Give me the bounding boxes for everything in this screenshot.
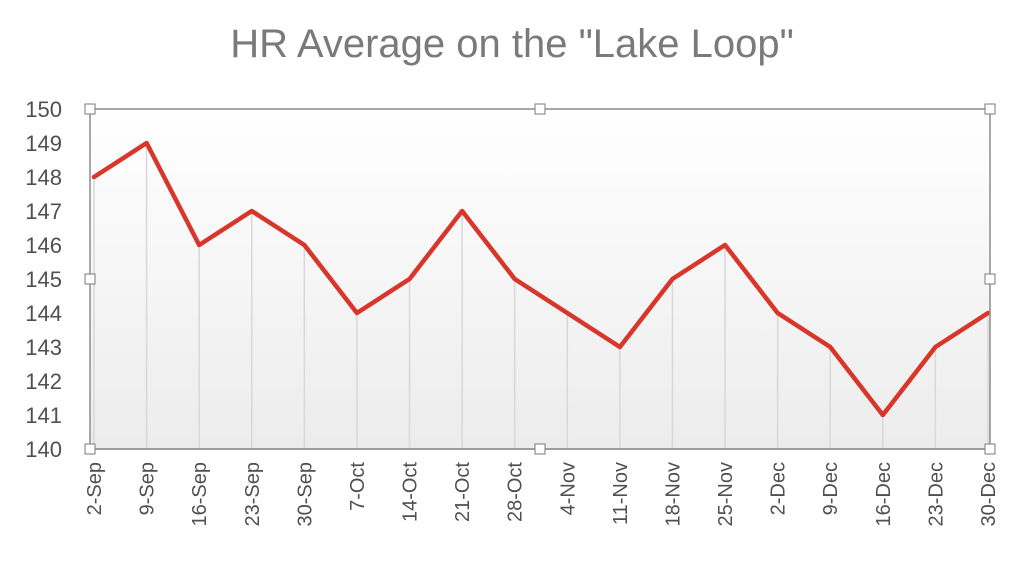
y-tick-label: 143 bbox=[25, 335, 62, 360]
data-point bbox=[882, 414, 884, 416]
data-point bbox=[461, 210, 463, 212]
resize-handle[interactable] bbox=[534, 103, 546, 115]
x-tick-label: 11-Nov bbox=[610, 462, 632, 525]
chart-title: HR Average on the "Lake Loop" bbox=[230, 22, 794, 66]
resize-handle[interactable] bbox=[984, 443, 996, 455]
data-point bbox=[566, 312, 568, 314]
resize-handle[interactable] bbox=[534, 443, 546, 455]
data-point bbox=[409, 278, 411, 280]
data-point bbox=[303, 244, 305, 246]
y-tick-label: 150 bbox=[25, 97, 62, 122]
y-tick-label: 149 bbox=[25, 131, 62, 156]
y-tick-label: 148 bbox=[25, 165, 62, 190]
data-point bbox=[829, 346, 831, 348]
resize-handle[interactable] bbox=[84, 103, 96, 115]
y-tick-label: 147 bbox=[25, 199, 62, 224]
series-line bbox=[91, 140, 991, 418]
y-tick-label: 141 bbox=[25, 403, 62, 428]
data-point bbox=[251, 210, 253, 212]
data-point bbox=[724, 244, 726, 246]
x-tick-label: 21-Oct bbox=[452, 462, 474, 522]
y-tick-label: 146 bbox=[25, 233, 62, 258]
x-tick-label: 23-Dec bbox=[925, 462, 947, 526]
x-tick-label: 28-Oct bbox=[505, 462, 527, 522]
x-tick-label: 4-Nov bbox=[557, 462, 579, 515]
x-tick-label: 18-Nov bbox=[662, 462, 684, 526]
y-tick-label: 140 bbox=[25, 437, 62, 462]
x-tick-label: 23-Sep bbox=[242, 462, 264, 527]
data-point bbox=[198, 244, 200, 246]
data-point bbox=[619, 346, 621, 348]
x-tick-label: 2-Sep bbox=[84, 462, 106, 515]
x-tick-label: 14-Oct bbox=[400, 462, 422, 522]
resize-handle[interactable] bbox=[984, 273, 996, 285]
data-point bbox=[93, 176, 95, 178]
x-tick-label: 2-Dec bbox=[768, 462, 790, 515]
plot-area bbox=[90, 109, 990, 449]
x-tick-label: 7-Oct bbox=[347, 462, 369, 511]
resize-handle[interactable] bbox=[84, 443, 96, 455]
y-tick-label: 144 bbox=[25, 301, 62, 326]
x-tick-label: 16-Dec bbox=[873, 462, 895, 526]
data-point bbox=[777, 312, 779, 314]
resize-handle[interactable] bbox=[984, 103, 996, 115]
x-tick-label: 16-Sep bbox=[189, 462, 211, 527]
data-point bbox=[146, 142, 148, 144]
data-point bbox=[356, 312, 358, 314]
data-point bbox=[987, 312, 989, 314]
data-point bbox=[514, 278, 516, 280]
y-tick-label: 145 bbox=[25, 267, 62, 292]
x-tick-label: 9-Sep bbox=[137, 462, 159, 515]
data-point bbox=[934, 346, 936, 348]
y-tick-label: 142 bbox=[25, 369, 62, 394]
x-tick-label: 30-Dec bbox=[978, 462, 1000, 526]
x-tick-label: 30-Sep bbox=[294, 462, 316, 527]
data-point bbox=[671, 278, 673, 280]
x-tick-label: 25-Nov bbox=[715, 462, 737, 526]
x-tick-label: 9-Dec bbox=[820, 462, 842, 515]
resize-handle[interactable] bbox=[84, 273, 96, 285]
